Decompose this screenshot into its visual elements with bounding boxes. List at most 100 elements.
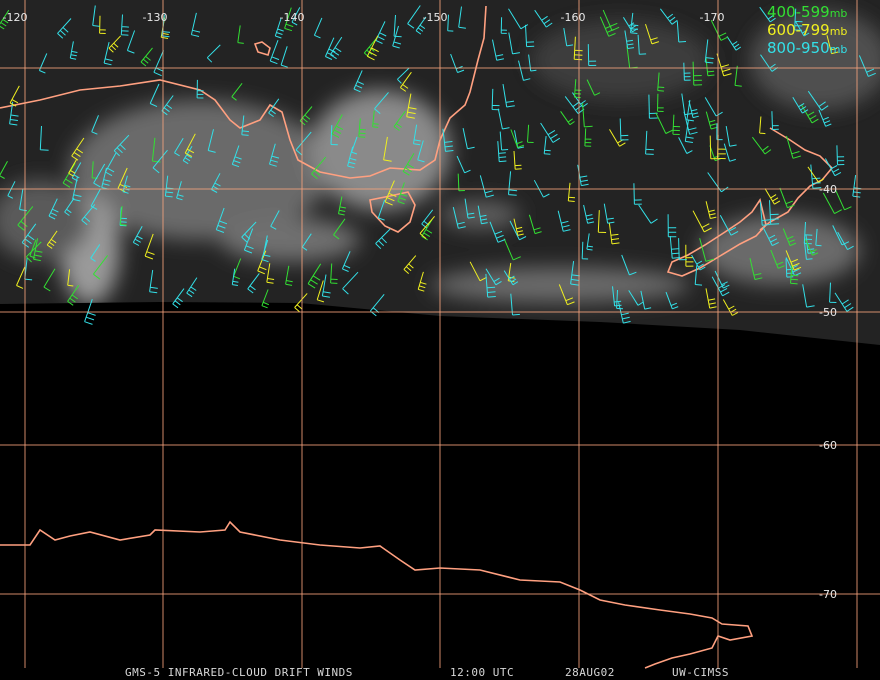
- wind-barb: [822, 192, 842, 215]
- wind-barb: [342, 271, 359, 295]
- wind-barb: [413, 124, 421, 146]
- longitude-label: -150: [423, 11, 448, 24]
- wind-barb: [502, 84, 515, 108]
- wind-barb: [397, 182, 408, 205]
- legend-unit: mb: [830, 43, 848, 56]
- wind-barb: [714, 270, 730, 289]
- wind-barb: [479, 175, 494, 198]
- wind-barb: [667, 214, 677, 238]
- wind-barb: [231, 145, 242, 168]
- wind-barb: [268, 98, 280, 118]
- wind-barb: [415, 16, 427, 35]
- wind-barb: [622, 17, 638, 33]
- wind-barb: [48, 198, 59, 220]
- wind-barb: [489, 221, 506, 243]
- wind-barb: [210, 173, 221, 193]
- wind-barb: [341, 251, 351, 272]
- wind-barb: [93, 255, 108, 280]
- wind-barb: [769, 200, 780, 225]
- legend-entry: 800-950mb: [767, 39, 847, 57]
- wind-barb: [419, 215, 435, 239]
- coastline: [253, 41, 271, 56]
- wind-barb: [67, 269, 74, 287]
- wind-barb: [726, 36, 742, 51]
- wind-barb: [567, 182, 576, 202]
- wind-barb: [497, 141, 507, 163]
- wind-barb: [832, 225, 850, 246]
- wind-barb: [338, 196, 346, 216]
- wind-barb: [587, 44, 597, 66]
- wind-barb: [694, 265, 703, 286]
- wind-barb: [858, 55, 876, 77]
- wind-barb: [392, 25, 402, 49]
- coastline: [0, 520, 754, 669]
- wind-barb: [510, 293, 520, 316]
- wind-barb: [261, 289, 269, 309]
- wind-barb: [691, 254, 706, 271]
- wind-barb: [231, 268, 239, 286]
- wind-barb: [0, 9, 10, 30]
- wind-barb: [132, 225, 143, 246]
- wind-barb: [725, 126, 737, 147]
- longitude-label: -120: [3, 11, 28, 24]
- wind-barb: [803, 221, 813, 245]
- wind-barb: [149, 83, 160, 108]
- wind-barb: [307, 263, 322, 289]
- wind-barb: [206, 44, 221, 63]
- wind-barb: [269, 40, 280, 65]
- wind-barb: [734, 65, 742, 87]
- wind-barb: [752, 136, 772, 155]
- wind-barb: [39, 125, 49, 151]
- wind-barb: [113, 134, 130, 157]
- wind-barb: [762, 227, 779, 247]
- wind-barb: [518, 60, 531, 81]
- longitude-label: -140: [280, 11, 305, 24]
- wind-barb: [802, 284, 815, 308]
- wind-barb: [619, 118, 629, 141]
- grid-labels: -120 -130 -140 -150 -160 -170 -40 -50 -60 -70: [3, 11, 837, 601]
- wind-barb: [67, 285, 80, 306]
- wind-barb: [215, 207, 228, 233]
- wind-barb: [182, 146, 193, 165]
- wind-barb: [805, 239, 819, 256]
- wind-barbs: [0, 5, 876, 325]
- wind-barb: [299, 106, 313, 126]
- wind-barb: [688, 100, 699, 119]
- wind-barb: [92, 5, 100, 27]
- wind-barb: [503, 270, 519, 286]
- wind-barb: [540, 122, 561, 143]
- wind-barb: [676, 21, 687, 43]
- wind-barb: [573, 36, 583, 61]
- wind-barb: [683, 62, 691, 81]
- wind-barb: [659, 8, 678, 25]
- latitude-label: -70: [819, 588, 837, 601]
- wind-barb: [241, 221, 257, 243]
- wind-barb: [347, 146, 357, 169]
- wind-barb: [681, 93, 693, 116]
- wind-barb: [704, 97, 723, 117]
- wind-barb: [237, 25, 244, 44]
- wind-barb: [786, 135, 801, 159]
- wind-barb: [826, 35, 839, 55]
- wind-barb: [558, 284, 575, 306]
- wind-barb: [699, 238, 715, 262]
- wind-barb: [525, 24, 535, 48]
- wind-barb: [705, 111, 718, 130]
- wind-barb: [508, 32, 520, 55]
- wind-barb: [824, 158, 842, 177]
- wind-barb: [779, 187, 795, 209]
- wind-barb: [837, 231, 854, 251]
- wind-barb: [807, 166, 825, 183]
- wind-barb: [25, 241, 42, 263]
- footer-date: 28AUG02: [565, 666, 615, 679]
- wind-barb: [599, 16, 616, 37]
- wind-barb: [508, 171, 518, 196]
- wind-barb: [800, 104, 819, 124]
- wind-barb: [64, 197, 75, 216]
- wind-barb: [560, 111, 575, 126]
- wind-barb: [311, 156, 327, 180]
- wind-barb: [280, 46, 288, 68]
- wind-barb: [231, 82, 243, 101]
